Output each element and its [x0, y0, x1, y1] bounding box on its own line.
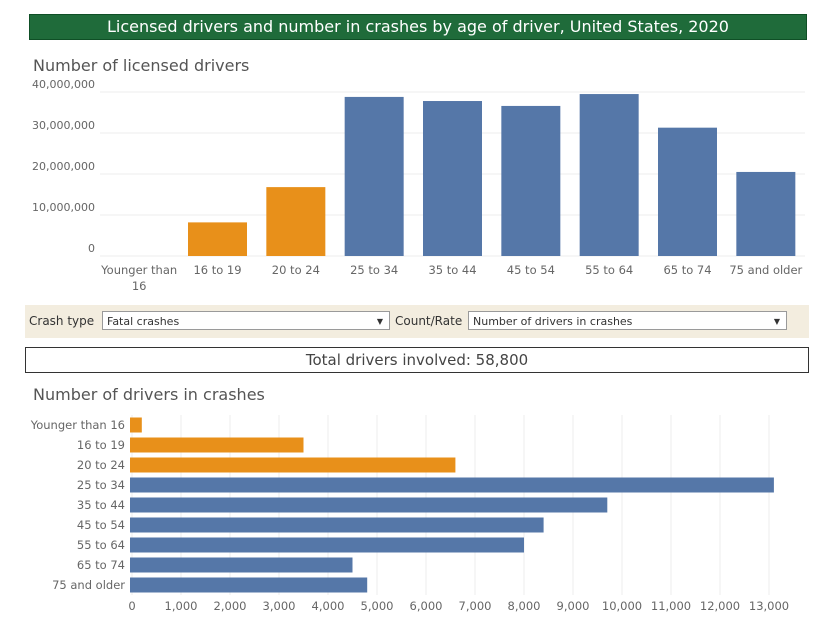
bar: [501, 105, 561, 256]
x-tick-label: 16: [132, 279, 147, 293]
x-tick-label: 5,000: [361, 599, 394, 613]
crash-drivers-chart-title: Number of drivers in crashes: [33, 385, 265, 404]
x-tick-label: 10,000: [602, 599, 642, 613]
bar: [130, 577, 368, 593]
bar: [130, 557, 353, 573]
y-tick-label: 10,000,000: [32, 201, 95, 214]
y-tick-label: 75 and older: [52, 578, 125, 592]
x-tick-label: 2,000: [214, 599, 247, 613]
crash-type-label: Crash type: [29, 314, 95, 328]
x-tick-label: 12,000: [700, 599, 740, 613]
x-tick-label: 8,000: [508, 599, 541, 613]
x-tick-label: 65 to 74: [663, 263, 711, 277]
chevron-down-icon: ▼: [376, 317, 383, 326]
licensed-drivers-chart: 0 10,000,000 20,000,000 30,000,000 40,000,00…: [32, 80, 805, 293]
y-tick-label: 20 to 24: [77, 458, 125, 472]
y-tick-label: 55 to 64: [77, 538, 125, 552]
bar: [579, 94, 639, 256]
y-tick-label: 65 to 74: [77, 558, 125, 572]
crash-type-value: Fatal crashes: [107, 315, 180, 328]
bar: [188, 222, 247, 256]
y-tick-label: 35 to 44: [77, 498, 125, 512]
bar: [130, 537, 524, 553]
x-tick-label: 13,000: [749, 599, 789, 613]
bar: [130, 437, 304, 453]
x-tick-label: 4,000: [312, 599, 345, 613]
x-tick-label: 35 to 44: [428, 263, 476, 277]
y-tick-label: 40,000,000: [32, 80, 95, 91]
y-tick-label: 25 to 34: [77, 478, 125, 492]
x-tick-label: 25 to 34: [350, 263, 398, 277]
dashboard-title: Licensed drivers and number in crashes b…: [29, 14, 807, 40]
bar: [736, 171, 796, 256]
count-rate-label: Count/Rate: [395, 314, 463, 328]
filter-bar: Crash type Fatal crashes ▼ Count/Rate Nu…: [25, 305, 809, 338]
y-tick-label: 0: [88, 242, 95, 255]
x-tick-label: 11,000: [651, 599, 691, 613]
count-rate-value: Number of drivers in crashes: [473, 315, 633, 328]
bar: [423, 101, 482, 256]
y-tick-label: 45 to 54: [77, 518, 125, 532]
bar: [130, 517, 544, 533]
crash-drivers-chart: 0 1,000 2,000 3,000 4,000 5,000 6,000 7,000 8,00…: [30, 415, 789, 613]
total-drivers-box: Total drivers involved: 58,800: [25, 347, 809, 373]
x-tick-label: 45 to 54: [507, 263, 555, 277]
chevron-down-icon: ▼: [773, 317, 780, 326]
x-tick-label: 20 to 24: [272, 263, 320, 277]
y-tick-label: 16 to 19: [77, 438, 125, 452]
bar: [130, 477, 774, 493]
x-tick-label: 1,000: [165, 599, 198, 613]
x-tick-label: 55 to 64: [585, 263, 633, 277]
bar: [130, 457, 456, 473]
bar: [130, 497, 608, 513]
bar: [658, 127, 717, 256]
x-tick-label: 16 to 19: [193, 263, 241, 277]
bar: [130, 417, 142, 433]
x-tick-label: 7,000: [459, 599, 492, 613]
y-tick-label: Younger than 16: [30, 418, 125, 432]
x-tick-label: Younger than: [100, 263, 177, 277]
bar: [266, 187, 326, 256]
x-tick-label: 3,000: [263, 599, 296, 613]
x-tick-label: 75 and older: [729, 263, 802, 277]
bar: [344, 96, 404, 256]
y-tick-label: 30,000,000: [32, 119, 95, 132]
crash-type-select[interactable]: Fatal crashes ▼: [102, 311, 390, 330]
x-tick-label: 0: [128, 599, 135, 613]
x-tick-label: 6,000: [410, 599, 443, 613]
x-tick-label: 9,000: [557, 599, 590, 613]
count-rate-select[interactable]: Number of drivers in crashes ▼: [468, 311, 787, 330]
licensed-drivers-chart-title: Number of licensed drivers: [33, 56, 250, 75]
y-tick-label: 20,000,000: [32, 160, 95, 173]
